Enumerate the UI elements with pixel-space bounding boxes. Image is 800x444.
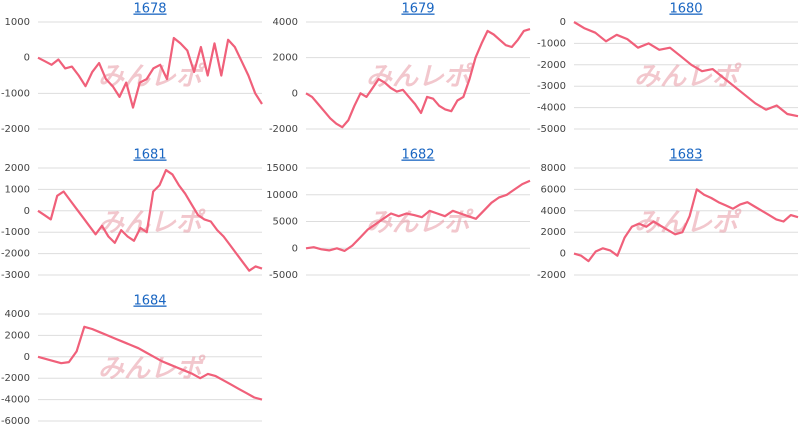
- y-tick-label: 2000: [5, 330, 30, 341]
- y-tick-label: -4000: [1, 395, 30, 406]
- y-tick-label: 2000: [5, 163, 30, 174]
- y-tick-label: 1000: [5, 184, 30, 195]
- chart-title[interactable]: 1682: [401, 148, 434, 163]
- y-tick-label: -1000: [1, 227, 30, 238]
- watermark: みんレポ: [634, 62, 742, 92]
- y-tick-label: 2000: [541, 227, 566, 238]
- watermark: みんレポ: [366, 62, 474, 92]
- watermark: みんレポ: [98, 354, 206, 384]
- data-line: [37, 36, 263, 109]
- data-line: [573, 188, 799, 263]
- data-line: [37, 325, 263, 401]
- y-tick-label: -2000: [537, 60, 566, 71]
- y-tick-label: 15000: [266, 163, 298, 174]
- y-tick-label: -5000: [537, 124, 566, 135]
- watermark: みんレポ: [98, 208, 206, 238]
- chart-title[interactable]: 1679: [401, 2, 434, 17]
- watermark: みんレポ: [98, 62, 206, 92]
- y-tick-label: 4000: [273, 17, 298, 28]
- y-tick-label: 8000: [541, 163, 566, 174]
- y-tick-label: 10000: [266, 190, 298, 201]
- y-tick-label: 1000: [5, 17, 30, 28]
- y-tick-label: -3000: [1, 270, 30, 281]
- y-tick-label: -4000: [537, 103, 566, 114]
- y-tick-label: 0: [24, 53, 30, 64]
- y-tick-label: 4000: [5, 309, 30, 320]
- y-tick-label: -2000: [1, 373, 30, 384]
- chart-title[interactable]: 1684: [133, 294, 166, 309]
- y-tick-label: -1000: [537, 38, 566, 49]
- y-tick-label: 0: [292, 243, 298, 254]
- y-tick-label: 5000: [273, 217, 298, 228]
- y-tick-label: 0: [560, 249, 566, 260]
- y-tick-label: 6000: [541, 184, 566, 195]
- y-tick-label: -2000: [1, 124, 30, 135]
- y-tick-label: -3000: [537, 81, 566, 92]
- y-tick-label: -5000: [269, 270, 298, 281]
- chart-title[interactable]: 1680: [669, 2, 702, 17]
- y-tick-label: -2000: [537, 270, 566, 281]
- y-tick-label: -1000: [1, 88, 30, 99]
- y-tick-label: 0: [560, 17, 566, 28]
- data-line: [305, 179, 531, 252]
- y-tick-label: 2000: [273, 53, 298, 64]
- y-tick-label: -6000: [1, 416, 30, 427]
- y-tick-label: 0: [292, 88, 298, 99]
- y-tick-label: 0: [24, 206, 30, 217]
- data-line: [305, 28, 531, 129]
- chart-title[interactable]: 1681: [133, 148, 166, 163]
- y-tick-label: 0: [24, 352, 30, 363]
- y-tick-label: -2000: [269, 124, 298, 135]
- chart-title[interactable]: 1678: [133, 2, 166, 17]
- data-line: [573, 21, 799, 118]
- y-tick-label: -2000: [1, 249, 30, 260]
- chart-title[interactable]: 1683: [669, 148, 702, 163]
- data-line: [37, 169, 263, 272]
- y-tick-label: 4000: [541, 206, 566, 217]
